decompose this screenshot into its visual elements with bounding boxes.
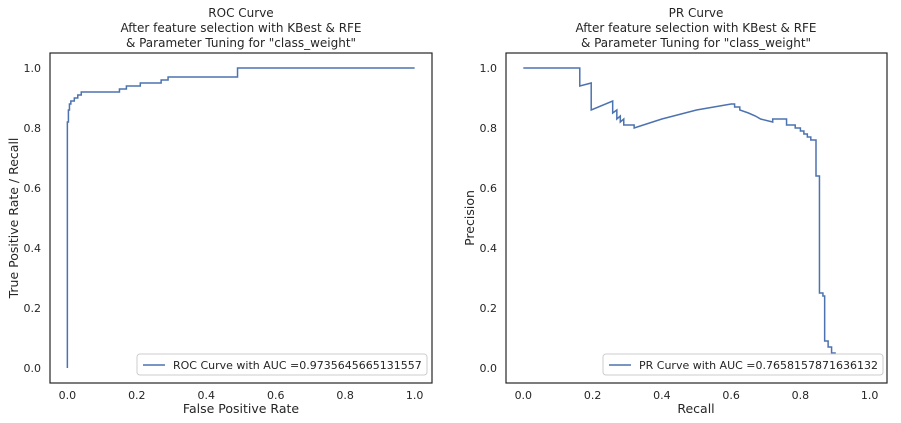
pr-y-tick-label: 0.0 bbox=[480, 362, 498, 375]
roc-legend: ROC Curve with AUC =0.9735645665131557 bbox=[136, 353, 428, 376]
roc-y-tick-label: 0.0 bbox=[24, 362, 42, 375]
roc-curve-line bbox=[66, 67, 415, 368]
pr-x-tick-label: 0.8 bbox=[792, 389, 810, 402]
roc-x-tick-label: 0.6 bbox=[267, 389, 285, 402]
roc-y-tick-label: 0.2 bbox=[24, 302, 42, 315]
pr-legend-box bbox=[602, 353, 884, 376]
pr-title-line-3: & Parameter Tuning for "class_weight" bbox=[581, 36, 811, 50]
pr-x-axis-label: Recall bbox=[677, 401, 714, 416]
pr-x-tick-label: 0.6 bbox=[722, 389, 740, 402]
roc-title-line-3: & Parameter Tuning for "class_weight" bbox=[126, 36, 356, 50]
roc-y-tick-label: 0.6 bbox=[24, 182, 42, 195]
pr-legend: PR Curve with AUC =0.7658157871636132 bbox=[602, 353, 884, 376]
pr-x-tick-label: 0.2 bbox=[584, 389, 602, 402]
pr-x-tick-label: 0.0 bbox=[515, 389, 533, 402]
roc-ticks: 0.0 0.2 0.4 0.6 0.8 1.0 0.0 0.2 0.4 0.6 0.8 1.0 bbox=[24, 62, 424, 402]
pr-y-tick-label: 0.6 bbox=[480, 182, 498, 195]
roc-x-tick-label: 0.4 bbox=[198, 389, 216, 402]
pr-legend-label: PR Curve with AUC =0.7658157871636132 bbox=[639, 359, 878, 372]
roc-x-tick-label: 0.0 bbox=[59, 389, 77, 402]
pr-y-axis-label: Precision bbox=[462, 190, 477, 246]
roc-y-tick-label: 0.8 bbox=[24, 122, 42, 135]
roc-x-axis-label: False Positive Rate bbox=[183, 401, 299, 416]
roc-legend-label: ROC Curve with AUC =0.9735645665131557 bbox=[173, 359, 422, 372]
pr-x-tick-label: 0.4 bbox=[653, 389, 671, 402]
roc-title-line-2: After feature selection with KBest & RFE bbox=[120, 21, 361, 35]
roc-x-tick-label: 0.8 bbox=[336, 389, 354, 402]
pr-title-line-2: After feature selection with KBest & RFE bbox=[575, 21, 816, 35]
roc-y-axis-label: True Positive Rate / Recall bbox=[6, 138, 21, 300]
pr-x-tick-label: 1.0 bbox=[861, 389, 879, 402]
roc-chart-panel: ROC Curve After feature selection with K… bbox=[6, 6, 433, 416]
pr-ticks: 0.0 0.2 0.4 0.6 0.8 1.0 0.0 0.2 0.4 0.6 0.8 1.0 bbox=[480, 62, 879, 402]
pr-y-tick-label: 0.4 bbox=[480, 242, 498, 255]
roc-y-tick-label: 1.0 bbox=[24, 62, 42, 75]
roc-legend-box bbox=[136, 353, 428, 376]
pr-y-tick-label: 0.8 bbox=[480, 122, 498, 135]
roc-x-tick-label: 1.0 bbox=[406, 389, 424, 402]
pr-curve-line bbox=[523, 67, 842, 360]
pr-y-tick-label: 1.0 bbox=[480, 62, 498, 75]
pr-plot-frame bbox=[505, 52, 888, 384]
roc-title-line-1: ROC Curve bbox=[208, 6, 273, 20]
roc-x-tick-label: 0.2 bbox=[128, 389, 146, 402]
pr-title-line-1: PR Curve bbox=[669, 6, 724, 20]
roc-plot-frame bbox=[49, 52, 433, 384]
roc-y-tick-label: 0.4 bbox=[24, 242, 42, 255]
pr-chart-panel: PR Curve After feature selection with KB… bbox=[462, 6, 888, 416]
pr-y-tick-label: 0.2 bbox=[480, 302, 498, 315]
